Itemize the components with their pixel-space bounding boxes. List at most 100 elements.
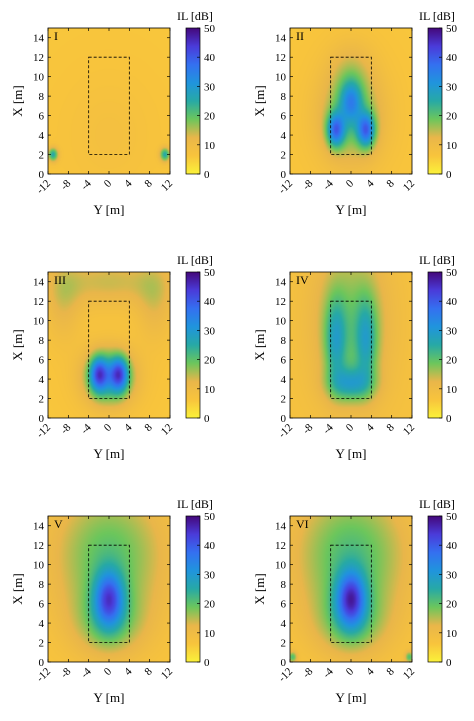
dashed-region <box>330 544 372 643</box>
x-tick-label: 8 <box>384 665 397 678</box>
y-tick-label: 10 <box>275 316 287 328</box>
colorbar-tick-label: 20 <box>446 599 458 611</box>
x-axis-label: Y [m] <box>336 690 367 705</box>
y-tick-label: 10 <box>33 560 45 572</box>
colorbar-tick-label: 30 <box>204 325 216 337</box>
colorbar-tick-label: 40 <box>446 296 458 308</box>
x-tick-label: -8 <box>300 177 315 192</box>
colorbar-label: IL [dB] <box>419 9 455 23</box>
y-tick-label: 12 <box>275 540 286 552</box>
y-tick-label: 2 <box>281 638 287 650</box>
x-tick-label: -12 <box>34 178 53 197</box>
y-tick-label: 0 <box>281 413 287 425</box>
y-axis-label: X [m] <box>252 85 267 116</box>
x-tick-label: -12 <box>34 666 53 685</box>
y-tick-label: 14 <box>33 33 45 45</box>
y-tick-label: 12 <box>33 52 44 64</box>
y-tick-label: 0 <box>39 657 45 669</box>
x-axis-label: Y [m] <box>94 690 125 705</box>
x-tick-label: 12 <box>401 178 417 194</box>
colorbar-tick-label: 10 <box>446 384 458 396</box>
colorbar-tick-label: 20 <box>446 111 458 123</box>
colorbar-tick-label: 50 <box>446 267 458 279</box>
y-tick-label: 6 <box>39 111 45 123</box>
x-tick-label: -8 <box>58 665 73 680</box>
colorbar-label: IL [dB] <box>177 497 213 511</box>
x-tick-label: -8 <box>58 177 73 192</box>
heatmap-field <box>290 28 412 174</box>
x-tick-label: 4 <box>364 665 377 678</box>
x-tick-label: -8 <box>58 421 73 436</box>
y-tick-label: 4 <box>281 618 287 630</box>
dashed-region <box>330 56 372 155</box>
colorbar <box>185 271 201 419</box>
x-tick-label: 4 <box>122 177 135 190</box>
y-tick-label: 4 <box>39 130 45 142</box>
x-tick-label: 8 <box>384 421 397 434</box>
x-tick-label: 0 <box>344 665 357 678</box>
y-tick-label: 8 <box>281 91 287 103</box>
y-axis-label: X [m] <box>252 573 267 604</box>
panel-label: V <box>54 517 63 531</box>
y-tick-label: 10 <box>33 316 45 328</box>
y-tick-label: 4 <box>281 374 287 386</box>
colorbar-tick-label: 0 <box>446 657 452 669</box>
y-tick-label: 2 <box>281 150 287 162</box>
panel-label: I <box>54 29 58 43</box>
panel-label: II <box>296 29 304 43</box>
y-axis-label: X [m] <box>10 573 25 604</box>
y-tick-label: 2 <box>281 394 287 406</box>
colorbar-tick-label: 40 <box>446 540 458 552</box>
y-tick-label: 8 <box>39 335 45 347</box>
x-tick-label: 12 <box>159 666 175 682</box>
x-tick-label: -4 <box>79 177 94 192</box>
x-tick-label: 8 <box>384 177 397 190</box>
x-tick-label: -12 <box>276 178 295 197</box>
x-tick-label: -8 <box>300 665 315 680</box>
colorbar-tick-label: 40 <box>204 296 216 308</box>
colorbar <box>185 27 201 175</box>
y-tick-label: 14 <box>275 521 287 533</box>
x-axis-label: Y [m] <box>94 202 125 217</box>
y-tick-label: 0 <box>39 169 45 181</box>
colorbar-tick-label: 50 <box>204 23 216 35</box>
dashed-region <box>88 544 130 643</box>
colorbar <box>185 515 201 663</box>
y-tick-label: 14 <box>33 521 45 533</box>
colorbar-tick-label: 0 <box>446 169 452 181</box>
colorbar-tick-label: 50 <box>204 267 216 279</box>
colorbar-label: IL [dB] <box>419 253 455 267</box>
x-tick-label: -8 <box>300 421 315 436</box>
colorbar-label: IL [dB] <box>177 253 213 267</box>
panel-label: III <box>54 273 66 287</box>
x-tick-label: -4 <box>79 421 94 436</box>
x-tick-label: 8 <box>142 665 155 678</box>
y-tick-label: 4 <box>281 130 287 142</box>
y-tick-label: 4 <box>39 618 45 630</box>
y-tick-label: 14 <box>33 277 45 289</box>
y-tick-label: 2 <box>39 638 45 650</box>
heatmap-field <box>48 272 170 418</box>
heatmap-field <box>48 28 170 174</box>
x-tick-label: -12 <box>276 666 295 685</box>
y-tick-label: 8 <box>39 579 45 591</box>
y-tick-label: 14 <box>275 277 287 289</box>
heatmap-field <box>48 516 170 662</box>
y-tick-label: 12 <box>275 52 286 64</box>
colorbar-tick-label: 30 <box>446 569 458 581</box>
colorbar-label: IL [dB] <box>177 9 213 23</box>
colorbar-tick-label: 10 <box>204 628 216 640</box>
colorbar-tick-label: 50 <box>204 511 216 523</box>
x-tick-label: 4 <box>364 177 377 190</box>
y-tick-label: 10 <box>275 560 287 572</box>
x-tick-label: 0 <box>102 421 115 434</box>
x-tick-label: 12 <box>401 666 417 682</box>
x-tick-label: 12 <box>159 178 175 194</box>
x-tick-label: -4 <box>321 177 336 192</box>
colorbar-tick-label: 0 <box>204 413 210 425</box>
y-tick-label: 0 <box>281 657 287 669</box>
